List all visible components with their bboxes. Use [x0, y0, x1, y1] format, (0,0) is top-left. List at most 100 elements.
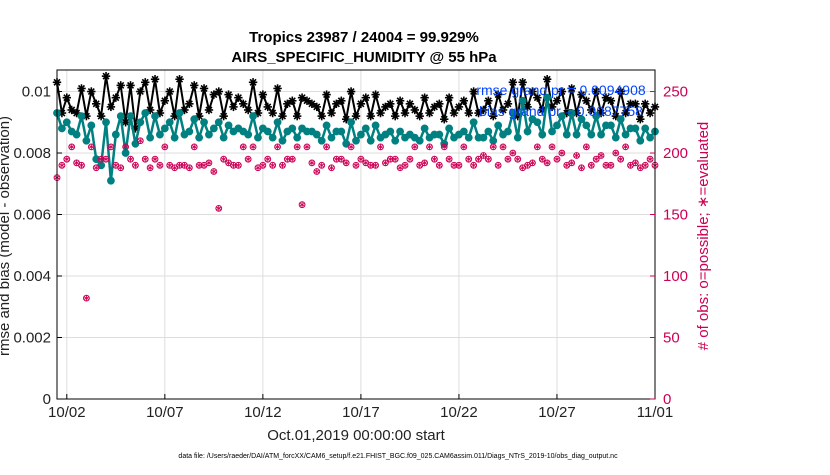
y-right-tick-label: 50	[663, 330, 680, 347]
obs-count-asterisk	[221, 157, 227, 161]
rmse-point-stroke	[141, 78, 149, 86]
obs-count-circle	[558, 149, 566, 157]
obs-count-asterisk	[515, 157, 521, 161]
bias-point	[616, 115, 625, 124]
bias-point	[209, 124, 218, 133]
obs-count-point	[313, 168, 321, 175]
rmse-point	[528, 87, 537, 96]
rmse-point	[356, 99, 366, 109]
obs-count-asterisk	[642, 163, 648, 168]
obs-count-circle	[631, 159, 639, 167]
obs-count-circle	[480, 152, 487, 159]
obs-count-asterisk	[387, 157, 393, 161]
obs-count-circle	[357, 155, 365, 163]
bias-point	[469, 118, 478, 127]
obs-count-asterisk	[378, 145, 383, 149]
rmse-point-stroke	[190, 81, 198, 89]
obs-count-asterisk	[152, 157, 158, 161]
obs-count-asterisk	[128, 157, 134, 161]
obs-count-asterisk	[368, 163, 374, 168]
obs-count-asterisk	[167, 163, 173, 168]
rmse-point	[582, 96, 591, 105]
x-axis-label: Oct.01,2019 00:00:00 start	[267, 427, 445, 444]
bias-point	[165, 118, 174, 127]
bias-point	[224, 121, 233, 130]
obs-count-circle	[269, 161, 277, 169]
obs-count-point	[244, 155, 252, 163]
rmse-point-stroke	[229, 103, 237, 111]
obs-count-asterisk	[593, 157, 599, 161]
obs-count-asterisk	[490, 145, 496, 149]
rmse-point	[160, 96, 170, 105]
rmse-point-stroke	[504, 100, 512, 108]
rmse-point	[395, 96, 405, 105]
obs-count-asterisk	[353, 163, 359, 168]
obs-count-point	[391, 155, 399, 163]
bias-point	[592, 112, 601, 121]
obs-count-asterisk	[83, 296, 89, 300]
rmse-point	[101, 71, 111, 81]
obs-count-point	[421, 159, 429, 167]
rmse-point	[542, 75, 552, 84]
rmse-point	[366, 111, 375, 121]
obs-count-circle	[97, 155, 105, 163]
rmse-point-stroke	[489, 112, 497, 120]
rmse-point-stroke	[102, 72, 110, 80]
bias-point	[190, 115, 199, 124]
rmse-point-stroke	[225, 91, 233, 99]
obs-count-circle	[592, 155, 600, 163]
obs-count-asterisk	[113, 163, 119, 168]
obs-count-point	[293, 143, 301, 151]
obs-count-asterisk	[407, 157, 413, 161]
rmse-point-stroke	[509, 78, 517, 86]
chart-title-line2: AIRS_SPECIFIC_HUMIDITY @ 55 hPa	[231, 49, 497, 66]
rmse-point	[150, 75, 160, 84]
rmse-point	[636, 114, 645, 124]
obs-count-circle	[377, 143, 384, 151]
obs-count-circle	[313, 168, 321, 175]
obs-count-point	[146, 164, 154, 172]
rmse-point-stroke	[92, 100, 100, 108]
obs-count-circle	[455, 161, 463, 169]
rmse-point	[165, 87, 174, 96]
bias-point	[312, 130, 321, 139]
obs-count-point	[440, 143, 448, 151]
obs-count-point	[323, 143, 330, 151]
rmse-point	[435, 99, 444, 109]
rmse-point-stroke	[543, 75, 551, 83]
rmse-point-stroke	[117, 81, 125, 89]
obs-count-point	[117, 164, 125, 172]
obs-count-circle	[239, 143, 247, 151]
rmse-point	[386, 99, 395, 109]
obs-count-asterisk	[343, 161, 349, 165]
rmse-point	[346, 87, 356, 96]
obs-count-circle	[117, 164, 125, 172]
obs-count-asterisk	[363, 161, 369, 165]
obs-count-circle	[347, 143, 355, 151]
obs-count-point	[215, 204, 223, 212]
obs-count-circle	[259, 161, 267, 169]
bias-point	[543, 93, 552, 102]
rmse-point	[645, 108, 655, 118]
obs-count-point	[225, 159, 232, 167]
bias-point	[459, 127, 468, 136]
rmse-point	[337, 96, 346, 105]
rmse-point-stroke	[440, 115, 448, 123]
obs-count-asterisk	[466, 157, 472, 161]
obs-count-point	[573, 152, 580, 159]
obs-count-circle	[136, 137, 144, 145]
x-tick-label: 10/12	[244, 404, 282, 421]
rmse-point	[484, 96, 493, 105]
obs-count-circle	[406, 155, 414, 163]
obs-count-point	[494, 161, 502, 169]
rmse-point-stroke	[568, 84, 576, 92]
rmse-point-stroke	[460, 97, 468, 105]
rmse-point-stroke	[622, 109, 630, 117]
obs-count-circle	[543, 159, 551, 167]
rmse-point-stroke	[524, 103, 532, 111]
obs-count-asterisk	[647, 157, 653, 161]
rmse-point	[224, 90, 233, 99]
rmse-point	[77, 84, 86, 93]
bias-point	[151, 112, 159, 121]
obs-count-circle	[87, 143, 95, 151]
